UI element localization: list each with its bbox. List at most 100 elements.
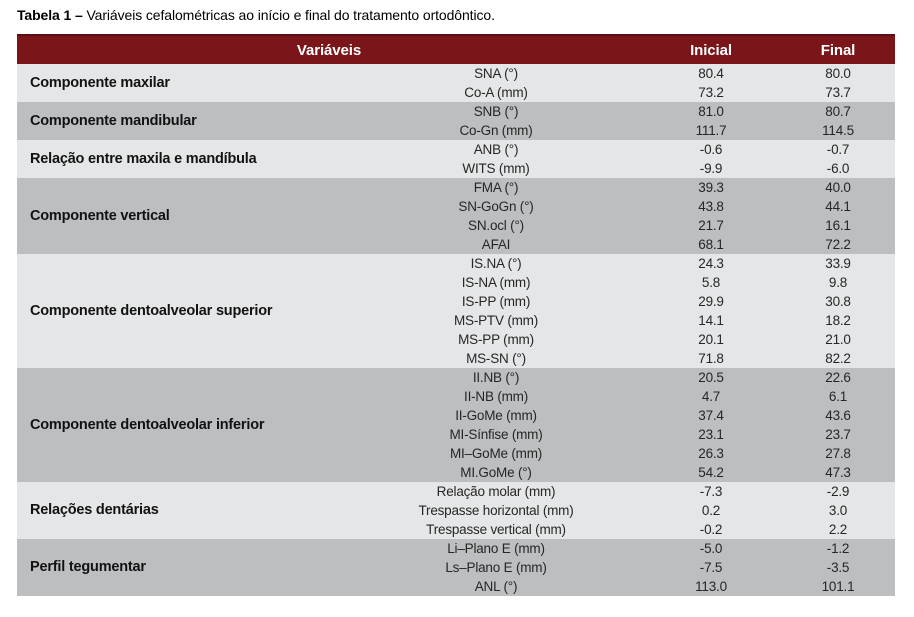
final-value-cell: -1.2 — [826, 541, 850, 556]
final-value-cell: 82.2 — [825, 351, 851, 366]
initial-value-cell: 39.3 — [698, 180, 724, 195]
initial-value-cell: 73.2 — [698, 85, 724, 100]
variable-name-cell: IS-NA (mm) — [461, 275, 531, 290]
table-header-row: Variáveis Inicial Final — [17, 34, 896, 64]
variable-name-cell: SNB (°) — [473, 104, 519, 119]
final-value-cell: 6.1 — [828, 389, 848, 404]
initial-value-cell: 4.7 — [701, 389, 721, 404]
final-value-cell: 40.0 — [825, 180, 851, 195]
final-value-cell: 80.7 — [825, 104, 851, 119]
final-value-cell: 101.1 — [821, 579, 855, 594]
initial-value-cell: -5.0 — [699, 541, 723, 556]
final-value-cell: 22.6 — [825, 370, 851, 385]
initial-value-cell: 68.1 — [698, 237, 724, 252]
initial-value-cell: 80.4 — [698, 66, 724, 81]
variable-name-cell: ANB (°) — [473, 142, 519, 157]
variable-name-cell: SNA (°) — [474, 66, 518, 81]
initial-value-cell: -0.2 — [699, 522, 723, 537]
variable-name-cell: II-NB (mm) — [464, 389, 528, 404]
final-value-cell: 9.8 — [828, 275, 848, 290]
final-value-cell: -3.5 — [826, 560, 850, 575]
initial-value-cell: -7.5 — [699, 560, 723, 575]
group-label: Componente mandibular — [30, 112, 197, 129]
initial-value-cell: 54.2 — [698, 465, 724, 480]
group-label: Componente dentoalveolar inferior — [30, 416, 265, 433]
initial-value-cell: -9.9 — [699, 161, 723, 176]
variable-name-cell: MS-SN (°) — [466, 351, 526, 366]
initial-value-cell: 111.7 — [695, 123, 727, 138]
variable-name-cell: ANL (°) — [474, 579, 518, 594]
final-value-cell: 80.0 — [825, 66, 851, 81]
initial-value-cell: 20.1 — [698, 332, 724, 347]
variable-name-cell: Ls–Plano E (mm) — [445, 560, 547, 575]
initial-value-cell: 29.9 — [698, 294, 724, 309]
variable-name-cell: II-GoMe (mm) — [455, 408, 537, 423]
variable-name-cell: AFAI — [481, 237, 511, 252]
variable-name-cell: MS-PTV (mm) — [453, 313, 539, 328]
group-label: Componente vertical — [30, 207, 170, 224]
final-value-cell: 43.6 — [825, 408, 851, 423]
variable-name-cell: SN.ocl (°) — [468, 218, 524, 233]
variable-name-cell: FMA (°) — [473, 180, 519, 195]
final-value-cell: 72.2 — [825, 237, 851, 252]
table-row: Componente mandibular SNB (°) 81.0 80.7 — [17, 102, 896, 129]
group-label: Relações dentárias — [30, 502, 159, 518]
initial-value-cell: 21.7 — [698, 218, 724, 233]
variable-name-cell: Co-A (mm) — [464, 85, 528, 100]
final-value-cell: 27.8 — [825, 446, 851, 461]
variable-name-cell: Li–Plano E (mm) — [447, 541, 545, 556]
variable-name-cell: IS-PP (mm) — [461, 294, 531, 309]
variable-name-cell: II.NB (°) — [472, 370, 520, 385]
initial-value-cell: 20.5 — [698, 370, 724, 385]
table-caption-label: Tabela 1 – — [17, 7, 83, 23]
column-header-variaveis: Variáveis — [17, 34, 642, 64]
table-row: Relações dentárias Relação molar (mm) -7.3… — [17, 482, 896, 518]
initial-value-cell: 113.0 — [695, 579, 727, 594]
final-value-cell: 2.2 — [828, 522, 848, 537]
cephalometric-table: Variáveis Inicial Final Componente maxil… — [17, 34, 896, 596]
group-label: Componente dentoalveolar superior — [30, 302, 273, 319]
final-value-cell: 23.7 — [825, 427, 851, 442]
final-value-cell: -2.9 — [826, 484, 850, 499]
initial-value-cell: -7.3 — [699, 484, 723, 499]
initial-value-cell: 5.8 — [701, 275, 721, 290]
final-value-cell: 44.1 — [825, 199, 851, 214]
column-header-inicial: Inicial — [641, 34, 782, 64]
initial-value-cell: 81.0 — [698, 104, 724, 119]
final-value-cell: -6.0 — [826, 161, 850, 176]
variable-name-cell: MS-PP (mm) — [458, 332, 534, 347]
final-value-cell: -0.7 — [826, 142, 850, 157]
variable-name-cell: MI-Sínfise (mm) — [449, 427, 543, 442]
variable-name-cell: SN-GoGn (°) — [458, 199, 534, 214]
variable-name-cell: MI–GoMe (mm) — [449, 446, 543, 461]
group-label: Perfil tegumentar — [30, 559, 146, 575]
table-row: Relação entre maxila e mandíbula ANB (°) -… — [17, 140, 896, 167]
table-row: Componente dentoalveolar inferior II.NB (… — [17, 368, 896, 433]
initial-value-cell: 24.3 — [698, 256, 724, 271]
initial-value-cell: 23.1 — [698, 427, 724, 442]
table-caption-text: Variáveis cefalométricas ao início e fin… — [82, 7, 495, 23]
page: Tabela 1 – Variáveis cefalométricas ao i… — [17, 7, 914, 596]
variable-name-cell: MI.GoMe (°) — [460, 465, 532, 480]
table-row: Componente maxilar SNA (°) 80.4 80.0 — [17, 64, 896, 91]
variable-name-cell: Trespasse horizontal (mm) — [418, 503, 574, 518]
final-value-cell: 33.9 — [825, 256, 851, 271]
initial-value-cell: 14.1 — [698, 313, 724, 328]
table-caption: Tabela 1 – Variáveis cefalométricas ao i… — [17, 7, 914, 24]
final-value-cell: 21.0 — [825, 332, 851, 347]
final-value-cell: 47.3 — [825, 465, 851, 480]
variable-name-cell: WITS (mm) — [462, 161, 530, 176]
column-header-final: Final — [781, 34, 896, 64]
table-row: Perfil tegumentar Li–Plano E (mm) -5.0 -1.2 — [17, 539, 896, 575]
group-label: Componente maxilar — [30, 74, 170, 91]
initial-value-cell: 0.2 — [701, 503, 721, 518]
table-body: Componente maxilar SNA (°) 80.4 80.0 Co-A (m… — [17, 64, 896, 596]
initial-value-cell: 37.4 — [698, 408, 724, 423]
final-value-cell: 30.8 — [825, 294, 851, 309]
variable-name-cell: Co-Gn (mm) — [459, 123, 533, 138]
table-row: Componente vertical FMA (°) 39.3 40.0 — [17, 178, 896, 224]
final-value-cell: 114.5 — [822, 123, 854, 138]
initial-value-cell: -0.6 — [699, 142, 723, 157]
initial-value-cell: 26.3 — [698, 446, 724, 461]
group-label: Relação entre maxila e mandíbula — [30, 150, 257, 167]
